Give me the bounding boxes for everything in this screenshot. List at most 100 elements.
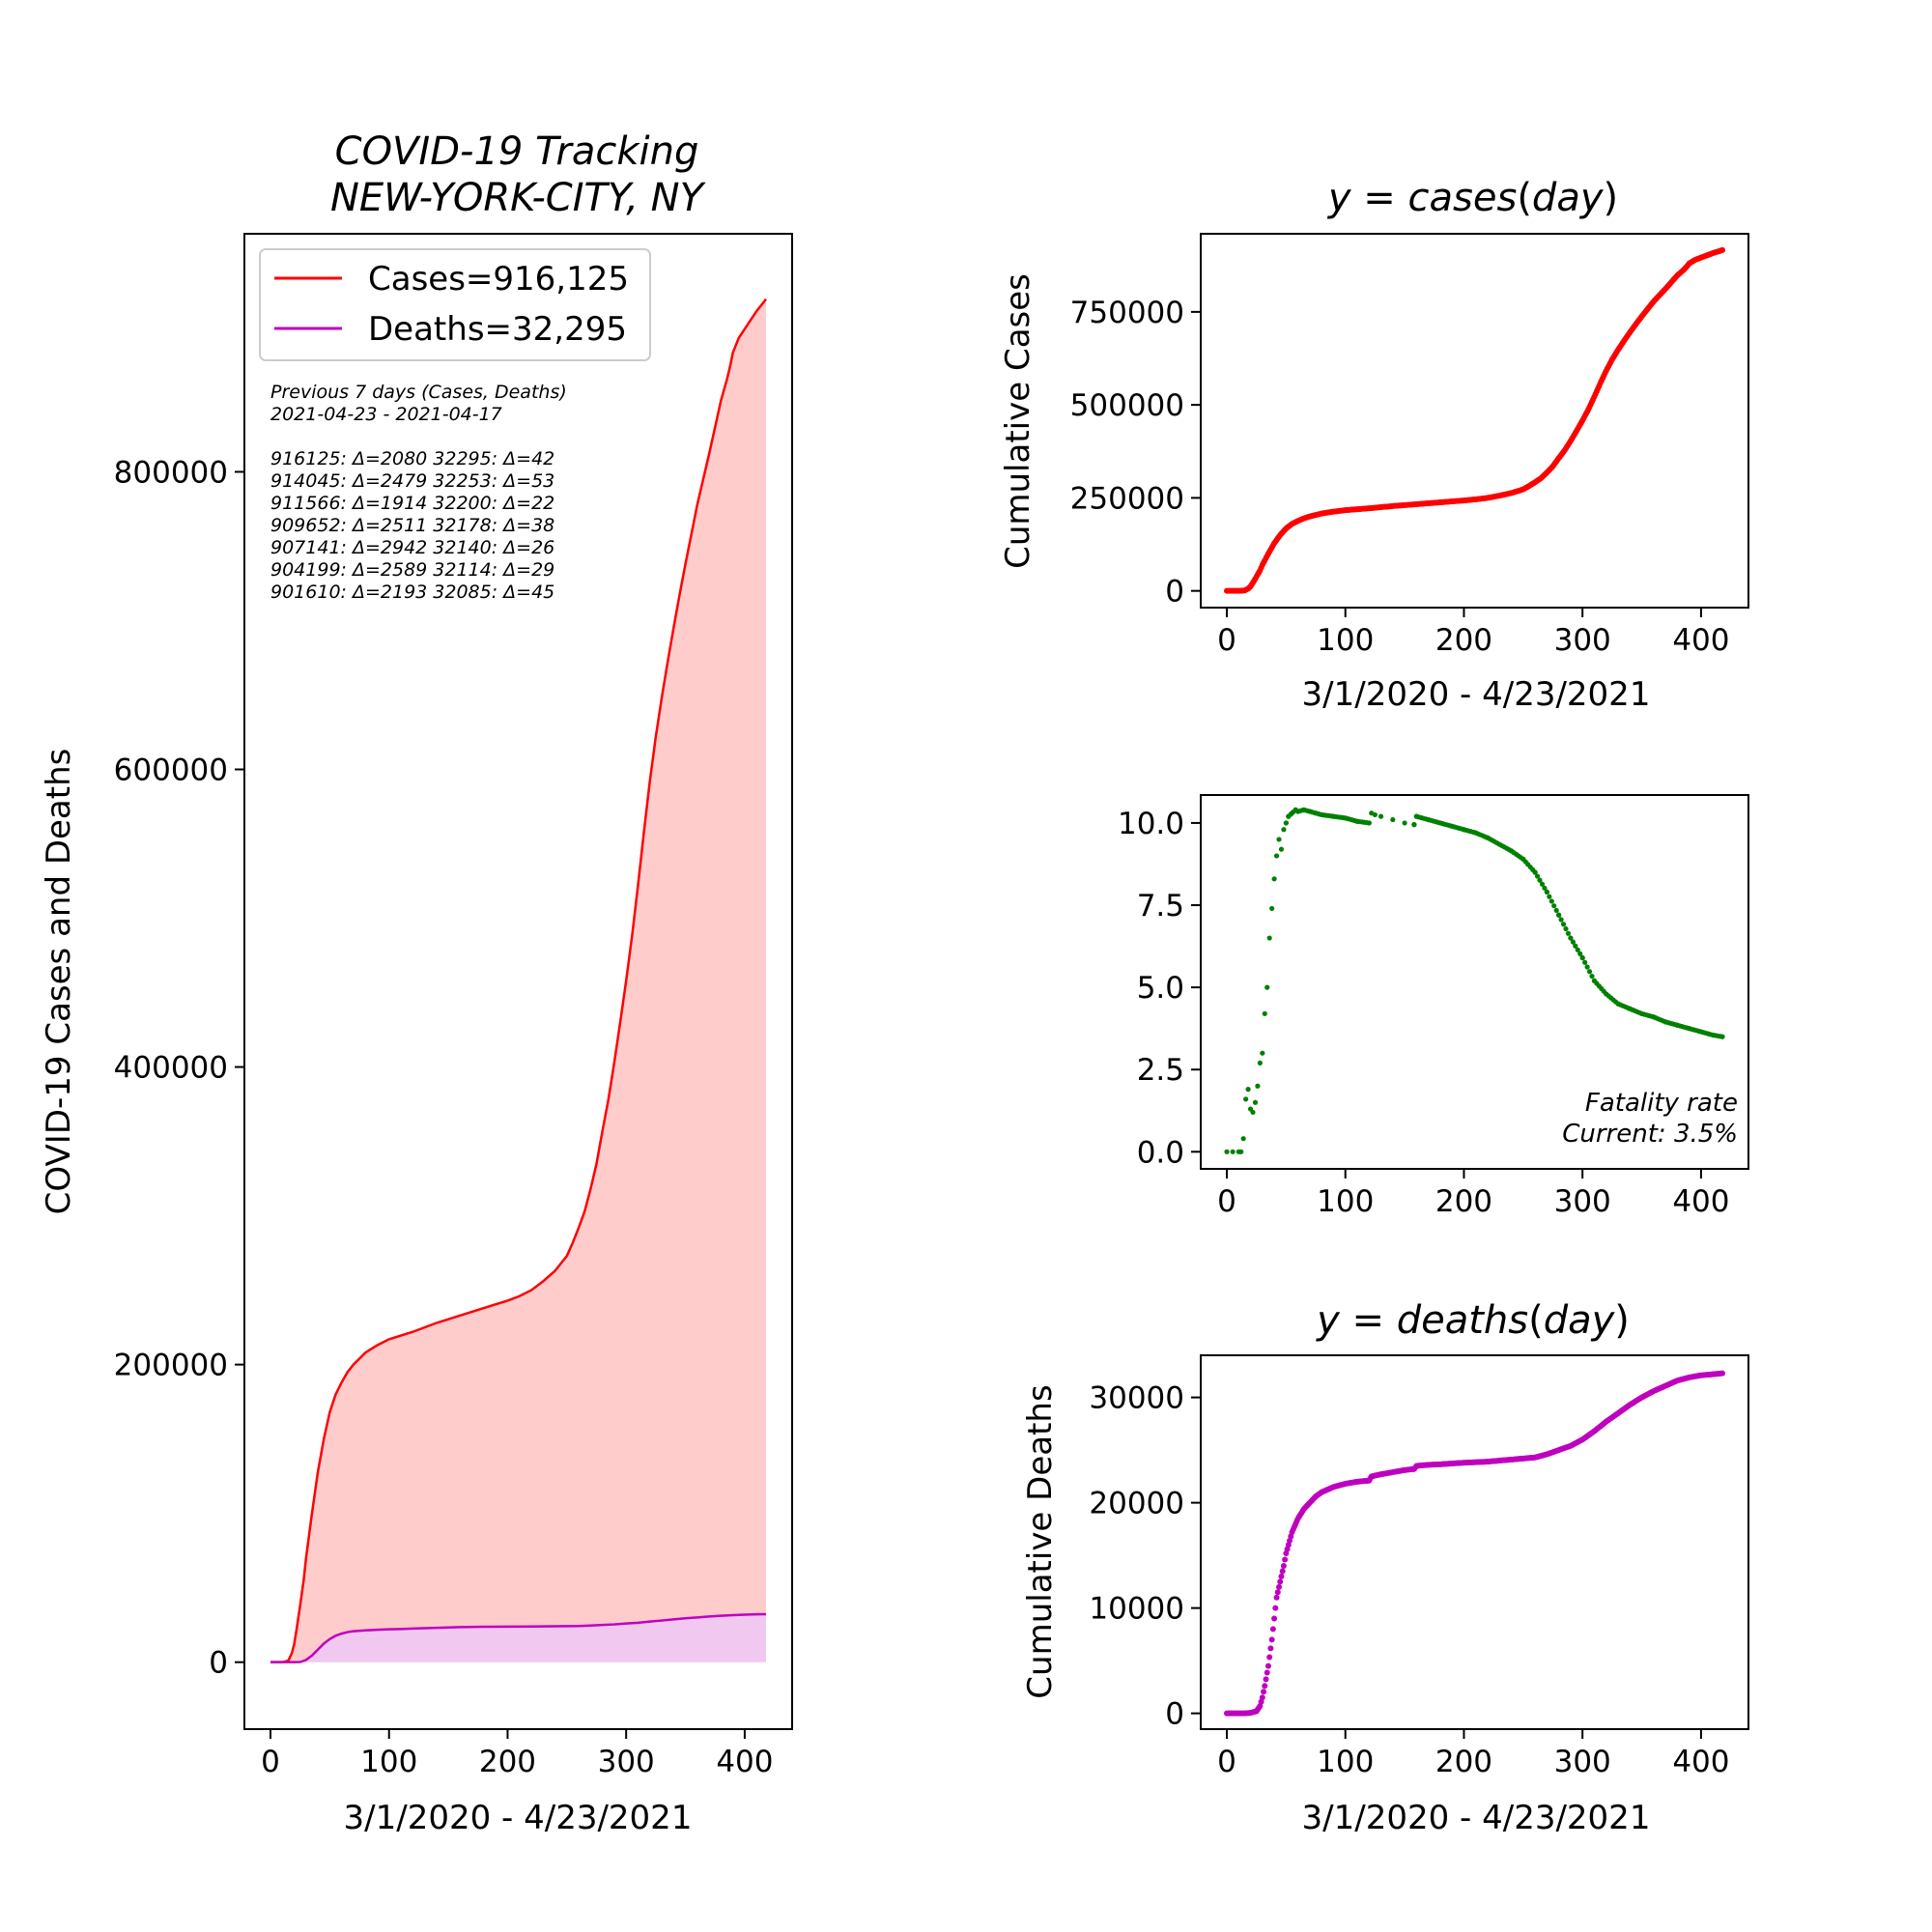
deaths-data-point (1278, 1573, 1285, 1579)
fatality-x-ticks: 0 100 200 300 400 (1217, 1169, 1729, 1219)
fatality-data-point (1570, 939, 1576, 945)
fatality-x-tick-label: 300 (1554, 1184, 1611, 1219)
fatality-x-tick-label: 100 (1317, 1184, 1374, 1219)
annotation-line-9: 904199: Δ=2589 32114: Δ=29 (270, 559, 554, 581)
deaths-y-tick-label: 20000 (1089, 1487, 1184, 1521)
deaths-data-point (1262, 1683, 1268, 1690)
fatality-data-point (1378, 813, 1384, 819)
cases-x-axis-label: 3/1/2020 - 4/23/2021 (1302, 675, 1651, 714)
fatality-x-tick-label: 400 (1672, 1184, 1729, 1219)
deaths-y-ticks: 0 10000 20000 30000 (1089, 1381, 1201, 1732)
cases-y-tick-label: 500000 (1070, 388, 1184, 423)
deaths-data-point (1263, 1676, 1269, 1683)
legend-cases-label: Cases=916,125 (368, 260, 629, 298)
fatality-data-point (1366, 820, 1372, 826)
deaths-data-point (1268, 1636, 1275, 1643)
deaths-data-point (1719, 1370, 1725, 1377)
fatality-data-point (1539, 881, 1546, 887)
main-chart-title-line-1: COVID-19 Tracking (335, 129, 699, 174)
annotation-line-5: 914045: Δ=2479 32253: Δ=53 (270, 470, 554, 492)
fatality-data-point (1542, 885, 1548, 891)
fatality-note-line-1: Fatality rate (1585, 1089, 1738, 1118)
annotation-line-1: Previous 7 days (Cases, Deaths) (270, 382, 567, 403)
main-y-tick-label: 400000 (114, 1051, 228, 1086)
deaths-chart: y = deaths(day) 0 100 200 300 400 0 10000 2000… (1021, 1298, 1749, 1837)
deaths-y-axis-label: Cumulative Deaths (1021, 1384, 1060, 1698)
fatality-y-ticks: 0.0 2.5 5.0 7.5 10.0 (1118, 807, 1201, 1170)
deaths-y-tick-label: 10000 (1089, 1592, 1184, 1627)
fatality-data-point (1271, 876, 1277, 882)
deaths-data-point (1279, 1568, 1286, 1575)
main-y-tick-label: 600000 (114, 753, 228, 788)
cases-chart: y = cases(day) 0 100 200 300 400 0 250000 5000… (999, 176, 1749, 714)
fatality-data-point (1273, 853, 1280, 859)
deaths-y-tick-label: 30000 (1089, 1381, 1184, 1416)
annotation-line-7: 909652: Δ=2511 32178: Δ=38 (270, 515, 554, 536)
fatality-data-point (1262, 1010, 1267, 1016)
fatality-data-point (1390, 816, 1396, 823)
fatality-data-point (1230, 1149, 1236, 1154)
main-x-tick-label: 100 (360, 1745, 417, 1779)
fatality-data-point (1276, 837, 1282, 842)
main-plot-area (270, 298, 767, 1663)
fatality-y-tick-label: 2.5 (1137, 1053, 1184, 1088)
main-series-line-deaths (270, 1612, 767, 1663)
deaths-data-point (1282, 1556, 1289, 1563)
cases-data-point (1719, 246, 1725, 253)
fatality-data-point (1240, 1136, 1246, 1142)
fatality-data-point (1534, 873, 1541, 879)
main-y-axis-label: COVID-19 Cases and Deaths (40, 749, 78, 1215)
annotation-line-6: 911566: Δ=1914 32200: Δ=22 (270, 493, 554, 514)
cases-y-ticks: 0 250000 500000 750000 (1070, 296, 1201, 610)
fatality-data-point (1532, 869, 1538, 875)
fatality-y-tick-label: 5.0 (1137, 971, 1184, 1006)
deaths-data-point (1273, 1594, 1280, 1601)
fatality-data-point (1411, 822, 1417, 828)
deaths-x-tick-label: 400 (1672, 1745, 1729, 1779)
deaths-x-tick-label: 200 (1435, 1745, 1492, 1779)
deaths-data-point (1264, 1669, 1270, 1676)
cases-plot-area (1224, 246, 1725, 594)
main-y-tick-label: 800000 (114, 455, 228, 490)
deaths-x-tick-label: 300 (1554, 1745, 1611, 1779)
cases-y-tick-label: 750000 (1070, 296, 1184, 330)
annotation-line-10: 901610: Δ=2193 32085: Δ=45 (270, 582, 554, 603)
fatality-data-point (1238, 1149, 1244, 1154)
fatality-y-tick-label: 7.5 (1137, 889, 1184, 923)
fatality-data-point (1560, 922, 1567, 927)
fatality-data-point (1586, 969, 1593, 975)
deaths-data-point (1266, 1654, 1273, 1661)
main-chart: COVID-19 Tracking NEW-YORK-CITY, NY 0 100… (40, 129, 793, 1837)
fatality-data-point (1551, 903, 1557, 909)
main-chart-title-line-2: NEW-YORK-CITY, NY (330, 176, 707, 220)
fatality-x-tick-label: 200 (1435, 1184, 1492, 1219)
main-x-tick-label: 400 (716, 1745, 773, 1779)
fatality-data-point (1283, 820, 1289, 826)
deaths-data-point (1280, 1563, 1287, 1570)
cases-axes-frame (1200, 233, 1749, 609)
fatality-data-point (1224, 1149, 1230, 1154)
fatality-data-point (1372, 811, 1378, 818)
deaths-data-point (1276, 1583, 1282, 1590)
deaths-x-tick-label: 0 (1217, 1745, 1236, 1779)
fatality-data-point (1269, 905, 1275, 912)
fatality-data-point (1243, 1096, 1249, 1102)
fatality-data-point (1544, 889, 1549, 895)
legend-deaths-label: Deaths=32,295 (368, 310, 627, 349)
fatality-data-point (1252, 1099, 1259, 1105)
fatality-data-point (1260, 1050, 1265, 1056)
cases-y-tick-label: 0 (1165, 575, 1184, 610)
cases-y-tick-label: 250000 (1070, 481, 1184, 516)
annotation-line-8: 907141: Δ=2942 32140: Δ=26 (270, 537, 554, 558)
fatality-data-point (1558, 917, 1564, 923)
main-x-ticks: 0 100 200 300 400 (261, 1729, 773, 1779)
fatality-data-point (1278, 846, 1285, 852)
fatality-x-tick-label: 0 (1217, 1184, 1236, 1219)
cases-x-tick-label: 0 (1217, 623, 1236, 658)
legend-box (259, 248, 651, 361)
annotation-line-4: 916125: Δ=2080 32295: Δ=42 (270, 448, 554, 469)
main-x-axis-label: 3/1/2020 - 4/23/2021 (344, 1799, 693, 1837)
deaths-data-point (1274, 1589, 1281, 1596)
fatality-data-point (1553, 907, 1559, 914)
